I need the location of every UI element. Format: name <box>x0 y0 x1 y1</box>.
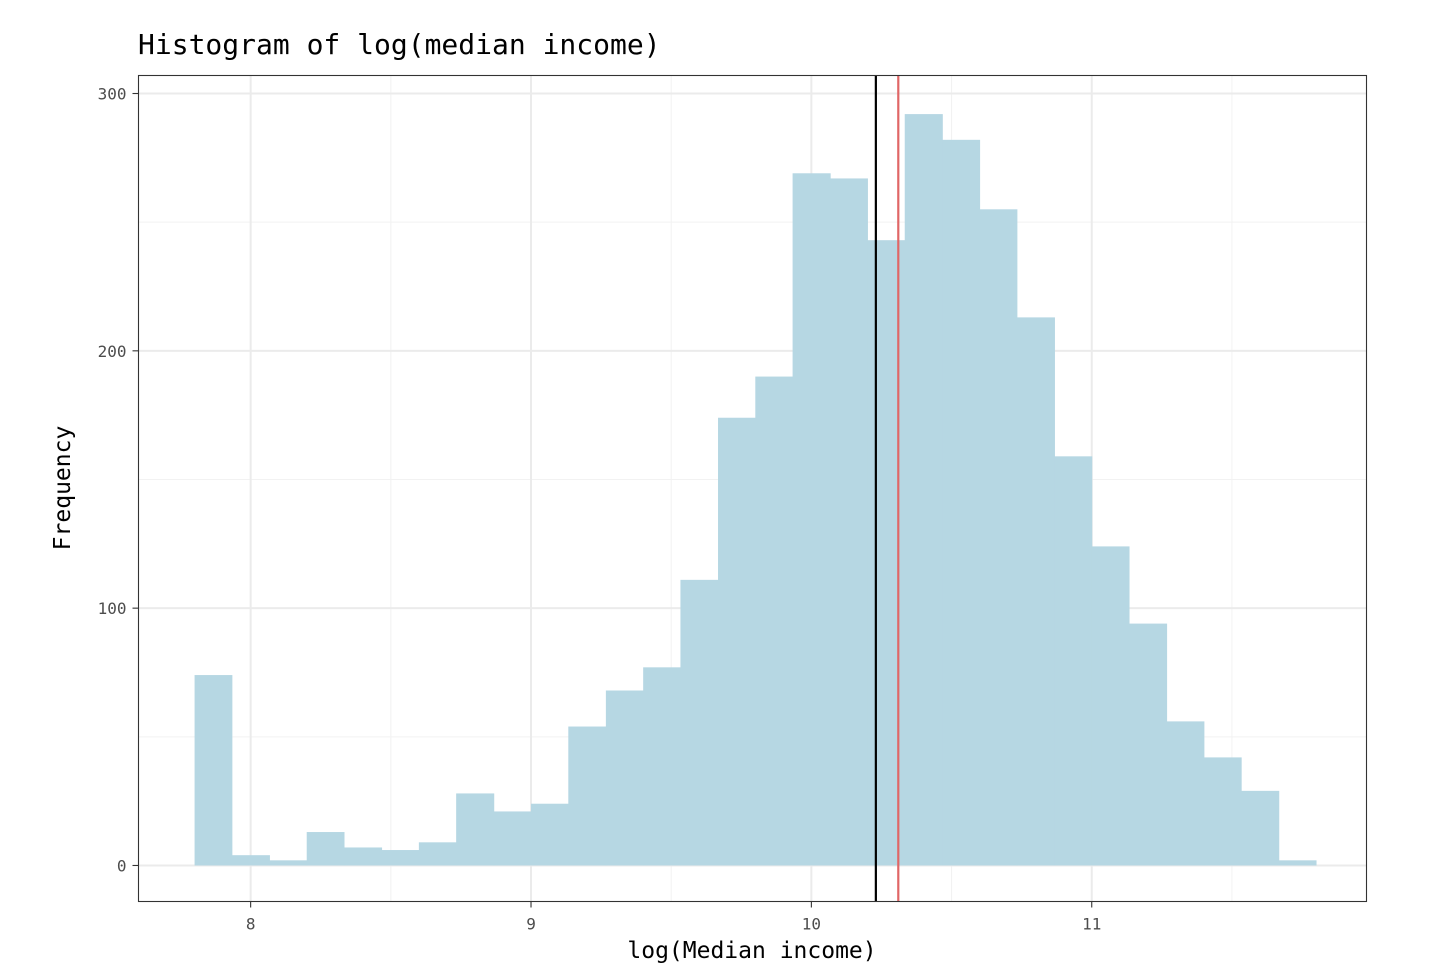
histogram-bar <box>493 811 532 866</box>
histogram-bar <box>1016 317 1055 866</box>
histogram-bar <box>1166 721 1205 866</box>
y-tick-label: 200 <box>98 342 127 361</box>
x-tick-label: 10 <box>802 915 821 934</box>
histogram-bar <box>792 173 831 866</box>
histogram-bar <box>194 675 233 866</box>
histogram-bar <box>418 842 457 866</box>
histogram-bar <box>381 850 420 866</box>
histogram-bar <box>231 855 270 866</box>
histogram-bar <box>269 860 308 866</box>
histogram-bar <box>718 417 756 866</box>
histogram-bar <box>680 579 719 866</box>
x-axis-ticks: 8 9 10 11 <box>246 901 1101 934</box>
histogram-bar <box>942 139 981 866</box>
y-axis-ticks: 0 100 200 300 <box>98 85 139 875</box>
histogram-bar <box>643 667 681 866</box>
y-tick-label: 300 <box>98 85 127 104</box>
histogram-bar <box>531 803 569 866</box>
histogram-bar <box>306 832 345 866</box>
histogram-bar <box>1278 860 1317 866</box>
histogram-bar <box>344 847 383 866</box>
y-tick-label: 0 <box>117 856 127 875</box>
y-tick-label: 100 <box>98 599 127 618</box>
x-tick-label: 11 <box>1082 915 1101 934</box>
histogram-bars <box>194 114 1317 866</box>
histogram-bar <box>605 690 644 866</box>
histogram-bar <box>568 726 607 866</box>
histogram-bar <box>1091 546 1130 866</box>
histogram-bar <box>1129 623 1168 866</box>
histogram-bar <box>830 178 868 866</box>
histogram-bar <box>1054 456 1093 866</box>
plot-panel-border <box>137 74 1368 903</box>
histogram-bar <box>904 114 943 866</box>
x-tick-label: 9 <box>526 915 536 934</box>
histogram-bar <box>1203 757 1242 866</box>
histogram-bar <box>456 793 495 866</box>
histogram-bar <box>867 240 906 866</box>
x-axis-title: log(Median income) <box>627 938 876 964</box>
y-axis-title: Frequency <box>50 426 76 551</box>
histogram-bar <box>755 376 794 866</box>
chart-title: Histogram of log(median income) <box>138 28 661 61</box>
x-tick-label: 8 <box>246 915 256 934</box>
histogram-bar <box>1241 790 1280 866</box>
histogram-bar <box>979 209 1018 866</box>
reference-lines <box>874 75 900 902</box>
